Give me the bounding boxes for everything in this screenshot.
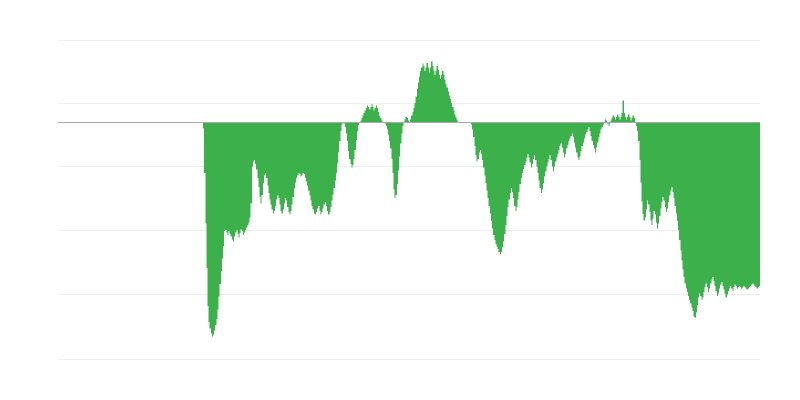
series-area-group xyxy=(58,61,760,337)
area-series-drawdown xyxy=(58,61,760,337)
